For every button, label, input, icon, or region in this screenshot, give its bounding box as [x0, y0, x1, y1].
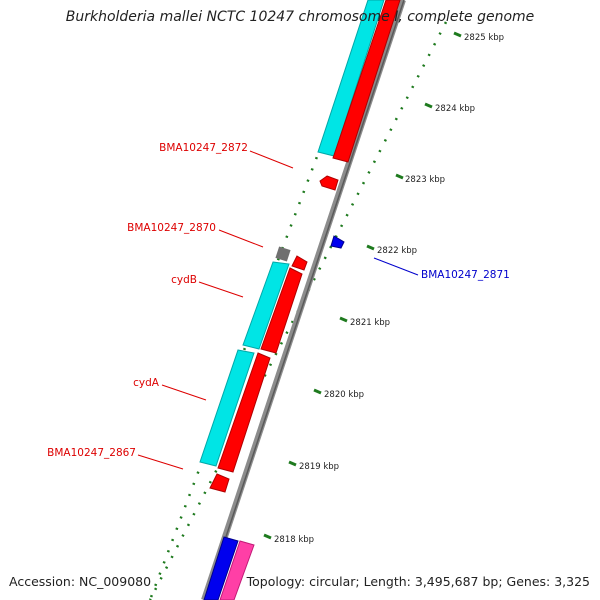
- scale-tick-marks: [263, 31, 462, 540]
- gene-label-cydb[interactable]: cydB: [171, 274, 197, 286]
- gene-label-bma10247-2867[interactable]: BMA10247_2867: [47, 447, 136, 459]
- reverse-gene-track: [209, 0, 401, 493]
- gene-labels: BMA10247_2872 BMA10247_2870 cydB cydA BM…: [47, 142, 510, 459]
- genome-summary-text: Topology: circular; Length: 3,495,687 bp…: [246, 574, 590, 589]
- accession-text: Accession: NC_009080: [9, 574, 152, 589]
- gene-arrow-2871[interactable]: [330, 235, 345, 249]
- pseudo-feature[interactable]: [275, 246, 291, 262]
- gene-arrow-cydb[interactable]: [260, 267, 303, 354]
- gene-arrow-2872[interactable]: [319, 175, 339, 191]
- map-title: Burkholderia mallei NCTC 10247 chromosom…: [65, 9, 535, 25]
- tick-label: 2819 kbp: [299, 462, 339, 472]
- gene-arrow-cyda[interactable]: [217, 352, 271, 473]
- tick-label: 2825 kbp: [464, 33, 504, 43]
- pink-feature-bottom[interactable]: [219, 540, 255, 600]
- forward-feature-bottom[interactable]: [203, 536, 239, 600]
- gene-label-bma10247-2871[interactable]: BMA10247_2871: [421, 269, 510, 281]
- gene-label-bma10247-2870[interactable]: BMA10247_2870: [127, 222, 216, 234]
- gene-arrow-2867[interactable]: [209, 473, 230, 493]
- tick-label: 2824 kbp: [435, 104, 475, 114]
- tick-label: 2823 kbp: [405, 175, 445, 185]
- gene-label-cyda[interactable]: cydA: [133, 377, 160, 389]
- gene-label-bma10247-2872[interactable]: BMA10247_2872: [159, 142, 248, 154]
- gene-arrow-2872-top[interactable]: [332, 0, 401, 163]
- tick-label: 2818 kbp: [274, 535, 314, 545]
- cds-feature-cydb[interactable]: [242, 261, 290, 350]
- scale-tick-labels: 2825 kbp 2824 kbp 2823 kbp 2822 kbp 2821…: [274, 33, 504, 545]
- chromosome-backbone: [201, 0, 406, 600]
- label-leader-lines: [137, 150, 419, 470]
- tick-label: 2821 kbp: [350, 318, 390, 328]
- tick-label: 2820 kbp: [324, 390, 364, 400]
- tick-label: 2822 kbp: [377, 246, 417, 256]
- cds-feature-cyda[interactable]: [199, 349, 255, 467]
- gene-arrow-2870[interactable]: [291, 255, 308, 271]
